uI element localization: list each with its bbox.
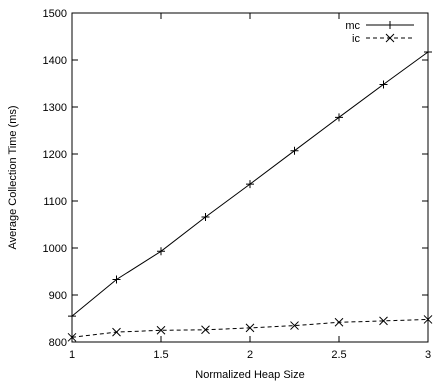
data-point-mc: [68, 312, 76, 321]
data-point-ic: [112, 327, 121, 337]
data-point-mc: [379, 80, 388, 89]
y-tick-label: 1300: [43, 102, 67, 114]
y-axis-label: Average Collection Time (ms): [7, 105, 19, 249]
series-ic: [67, 315, 433, 342]
series-layer: [67, 48, 433, 342]
data-point-ic: [423, 315, 433, 324]
data-point-mc: [290, 146, 299, 155]
y-tick-label: 800: [49, 337, 67, 349]
series-mc: [68, 48, 432, 321]
plot-frame: [71, 12, 429, 343]
data-point-mc: [424, 48, 432, 57]
y-tick-label: 1500: [43, 8, 67, 20]
data-point-ic: [290, 321, 299, 330]
y-tick-label: 1100: [43, 196, 67, 208]
x-tick-label: 3: [425, 349, 431, 361]
data-point-ic: [334, 317, 344, 327]
data-point-ic: [156, 325, 166, 335]
y-tick-label: 1000: [43, 243, 67, 255]
y-tick-label: 1400: [43, 55, 67, 67]
x-tick-label: 2: [247, 349, 253, 361]
data-point-ic: [67, 332, 77, 342]
data-point-mc: [157, 247, 165, 256]
legend-marker-ic: [385, 33, 395, 43]
y-tick-label: 900: [49, 290, 67, 302]
x-tick-label: 2.5: [331, 349, 346, 361]
x-tick-label: 1.5: [153, 349, 168, 361]
legend-label-ic: ic: [352, 33, 360, 45]
data-point-mc: [246, 180, 254, 189]
legend-marker-mc: [386, 21, 394, 29]
data-point-mc: [201, 212, 210, 221]
x-axis-label: Normalized Heap Size: [195, 369, 304, 381]
x-tick-label: 1: [69, 349, 75, 361]
data-point-mc: [112, 275, 121, 284]
axes-layer: 800 900 1000 1100 1200 1300 1400 1500 1 1.5 2 2.5 3: [43, 8, 432, 361]
data-point-ic: [379, 316, 388, 326]
data-point-ic: [201, 325, 210, 335]
data-point-mc: [335, 113, 343, 122]
data-point-ic: [245, 323, 255, 333]
y-tick-label: 1200: [43, 149, 67, 161]
legend-label-mc: mc: [345, 20, 360, 32]
